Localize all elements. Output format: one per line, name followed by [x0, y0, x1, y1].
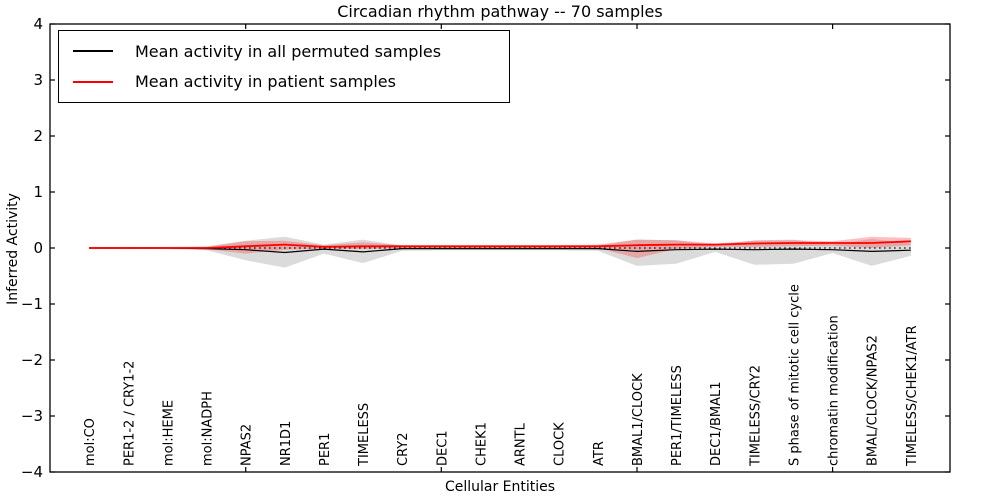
x-category-label: TIMELESS [357, 403, 372, 467]
y-tick-label: 0 [33, 239, 43, 257]
patient-line-swatch [73, 80, 113, 83]
x-category-label: TIMELESS/CHEK1/ATR [905, 325, 920, 467]
x-category-label: BMAL1/CLOCK [631, 373, 646, 466]
y-tick-label: 3 [33, 71, 43, 89]
x-category-label: ARNTL [514, 422, 529, 466]
x-category-label: DEC1/BMAL1 [709, 382, 724, 467]
y-axis-label: Inferred Activity [5, 193, 21, 305]
x-category-label: CLOCK [553, 422, 568, 466]
x-category-label: DEC1 [435, 430, 450, 466]
x-category-label: TIMELESS/CRY2 [748, 365, 763, 467]
x-category-label: mol:NADPH [201, 391, 216, 466]
legend-label-patient: Mean activity in patient samples [135, 72, 396, 92]
y-tick-label: −4 [21, 463, 43, 481]
y-tick-label: 2 [33, 127, 43, 145]
patient-mean-line [89, 240, 911, 249]
x-category-label: CHEK1 [474, 422, 489, 466]
x-category-label: NPAS2 [240, 424, 255, 466]
x-category-label: PER1-2 / CRY1-2 [122, 361, 137, 466]
x-category-label: NR1D1 [279, 421, 294, 466]
x-category-label: mol:CO [83, 418, 98, 466]
legend-item-permuted: Mean activity in all permuted samples [73, 42, 495, 61]
permuted-mean-line [89, 247, 911, 254]
x-category-label: PER1 [318, 433, 333, 466]
x-category-label: S phase of mitotic cell cycle [788, 284, 803, 466]
x-axis-label: Cellular Entities [444, 479, 556, 495]
y-tick-label: −1 [21, 295, 43, 313]
x-category-label: chromatin modification [827, 315, 842, 466]
chart-title: Circadian rhythm pathway -- 70 samples [337, 2, 663, 21]
x-category-label: ATR [592, 441, 607, 466]
legend-label-permuted: Mean activity in all permuted samples [135, 41, 442, 61]
x-category-label: mol:HEME [161, 400, 176, 466]
legend: Mean activity in all permuted samples Me… [58, 30, 510, 103]
y-tick-label: −2 [21, 351, 43, 369]
x-category-label: PER1/TIMELESS [670, 365, 685, 466]
y-tick-label: −3 [21, 407, 43, 425]
x-category-label: CRY2 [396, 433, 411, 467]
permuted-line-swatch [73, 50, 113, 53]
legend-item-patient: Mean activity in patient samples [73, 72, 495, 91]
y-tick-label: 1 [33, 183, 43, 201]
x-category-label: BMAL/CLOCK/NPAS2 [866, 335, 881, 466]
y-tick-label: 4 [33, 15, 43, 33]
